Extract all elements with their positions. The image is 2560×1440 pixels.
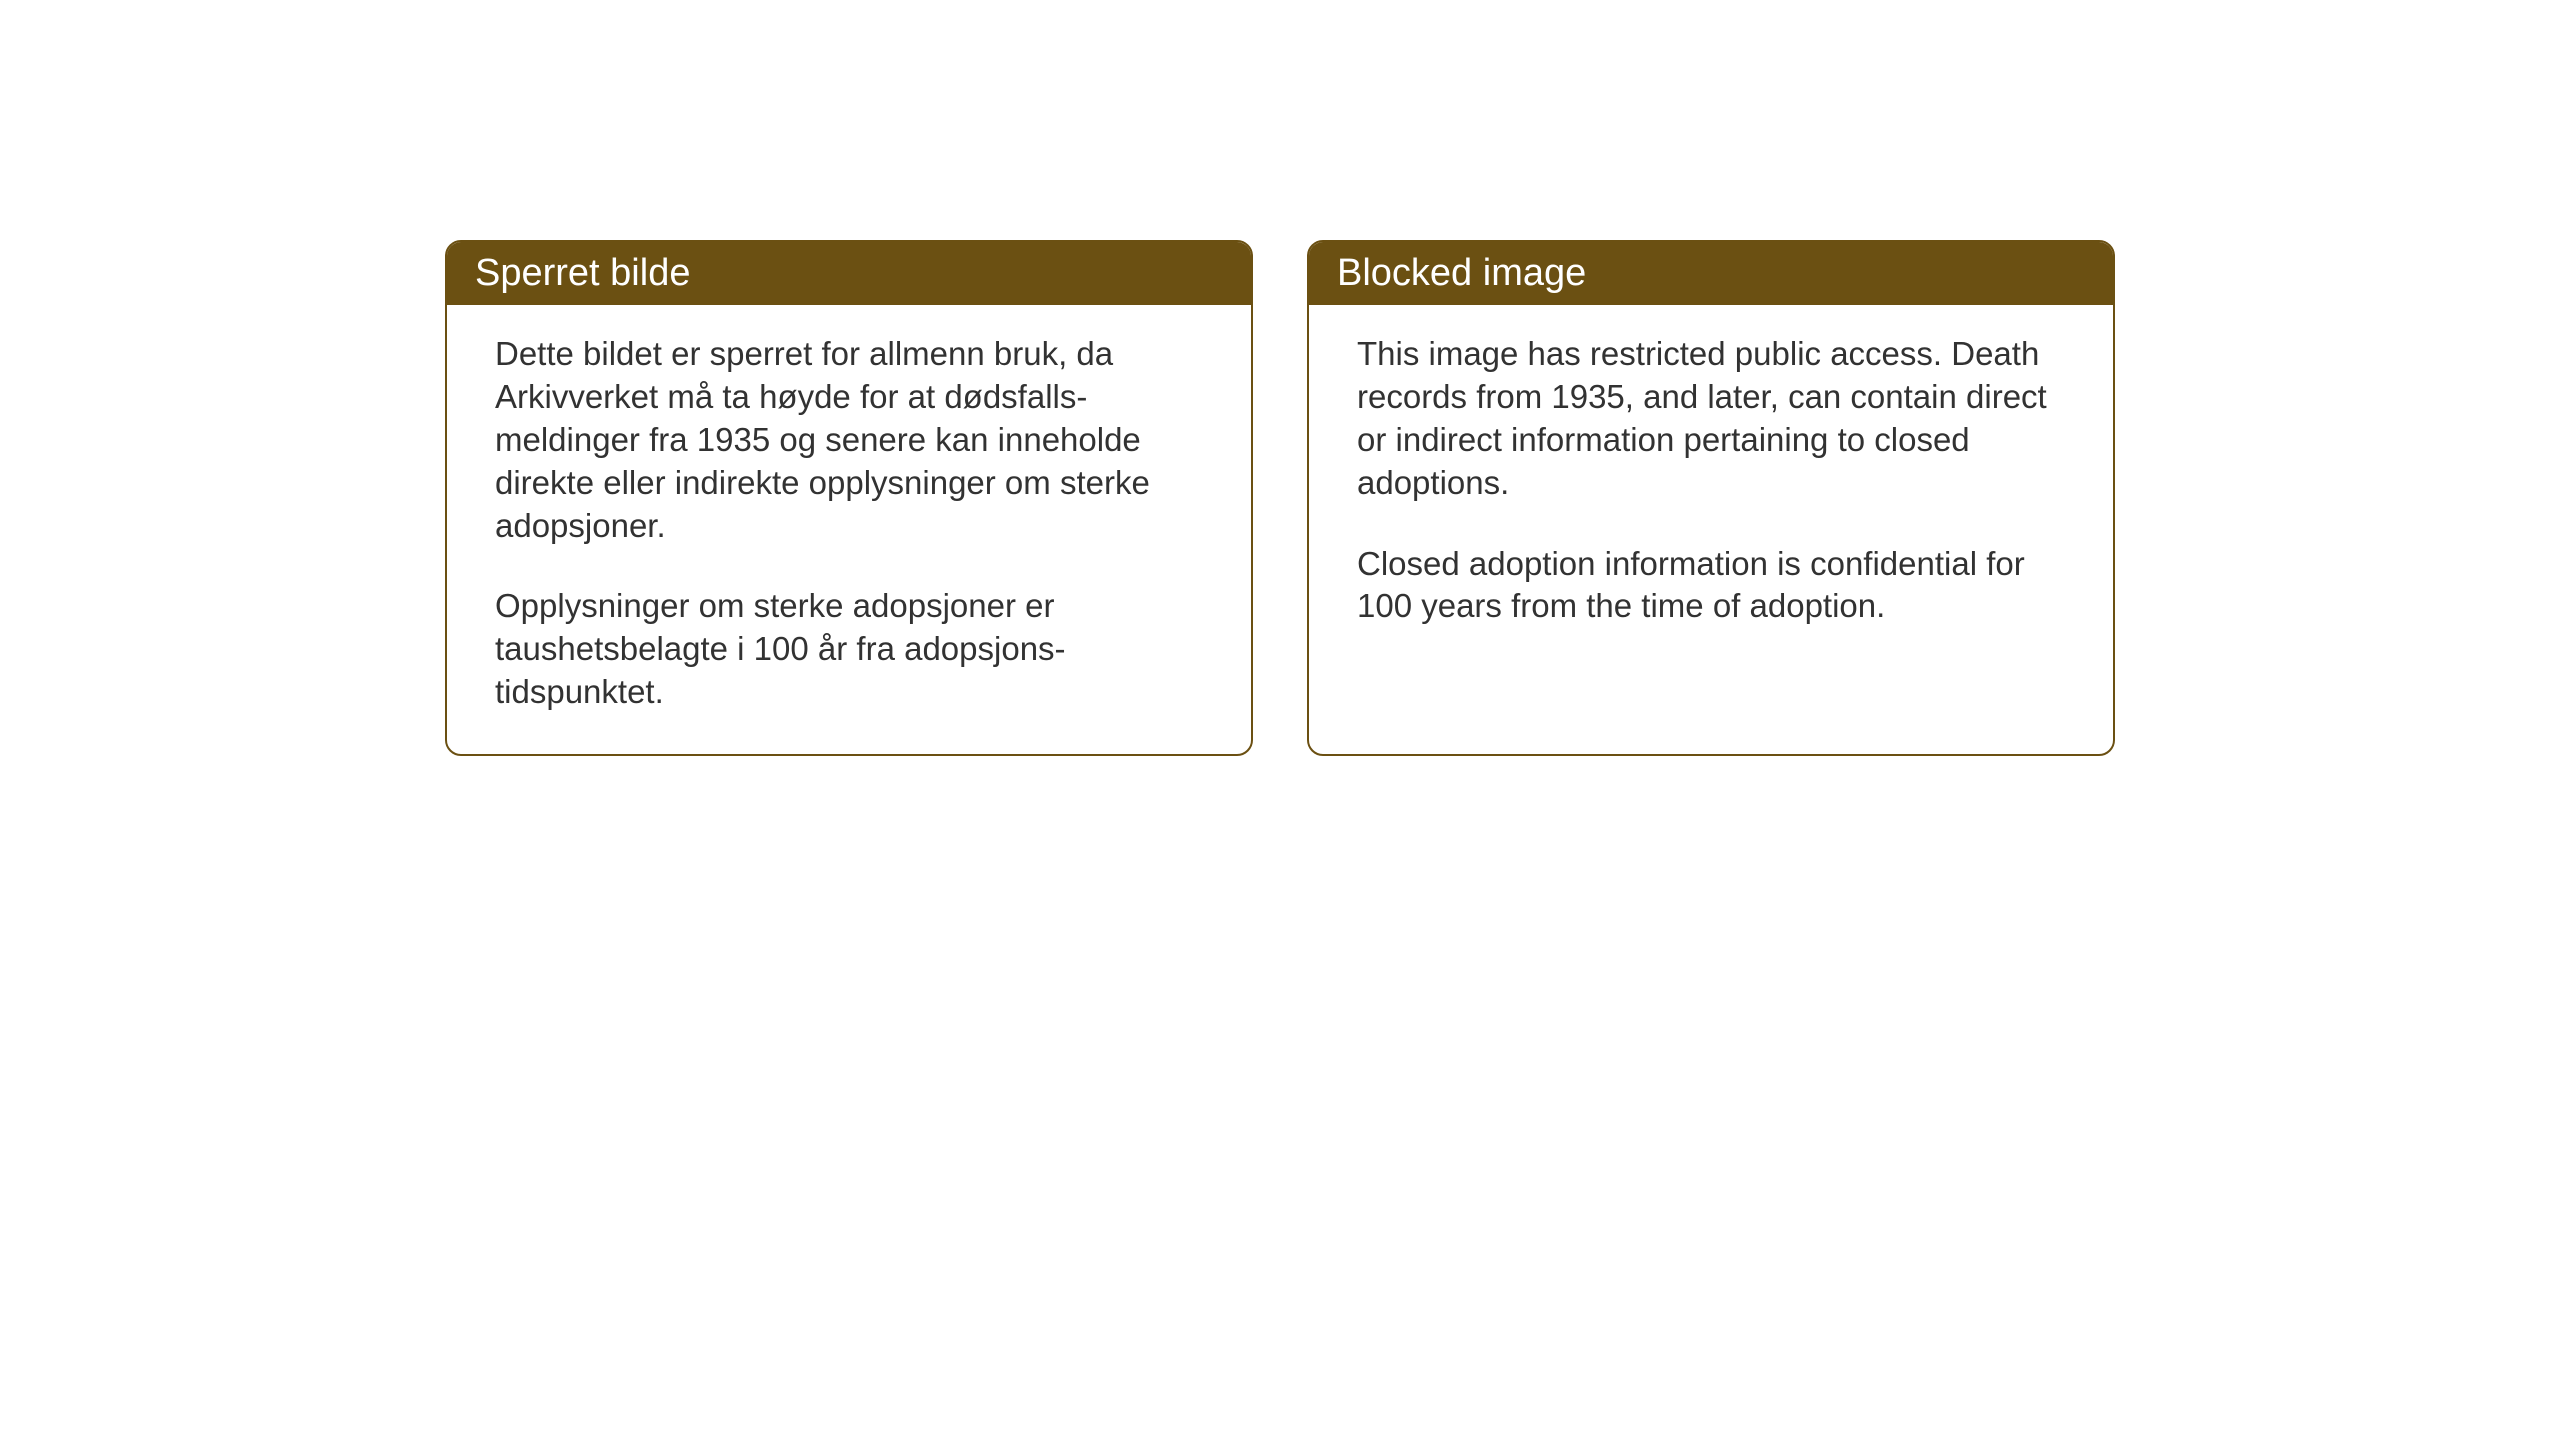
notice-header-english: Blocked image [1309, 242, 2113, 305]
notice-title-norwegian: Sperret bilde [475, 252, 690, 294]
notice-card-english: Blocked image This image has restricted … [1307, 240, 2115, 756]
notice-title-english: Blocked image [1337, 252, 1586, 294]
notice-paragraph-english-2: Closed adoption information is confident… [1357, 543, 2065, 629]
notice-paragraph-norwegian-1: Dette bildet er sperret for allmenn bruk… [495, 333, 1203, 547]
notice-card-norwegian: Sperret bilde Dette bildet er sperret fo… [445, 240, 1253, 756]
notice-container: Sperret bilde Dette bildet er sperret fo… [445, 240, 2115, 756]
notice-paragraph-norwegian-2: Opplysninger om sterke adopsjoner er tau… [495, 585, 1203, 714]
notice-body-norwegian: Dette bildet er sperret for allmenn bruk… [447, 305, 1251, 754]
notice-body-english: This image has restricted public access.… [1309, 305, 2113, 668]
notice-header-norwegian: Sperret bilde [447, 242, 1251, 305]
notice-paragraph-english-1: This image has restricted public access.… [1357, 333, 2065, 505]
